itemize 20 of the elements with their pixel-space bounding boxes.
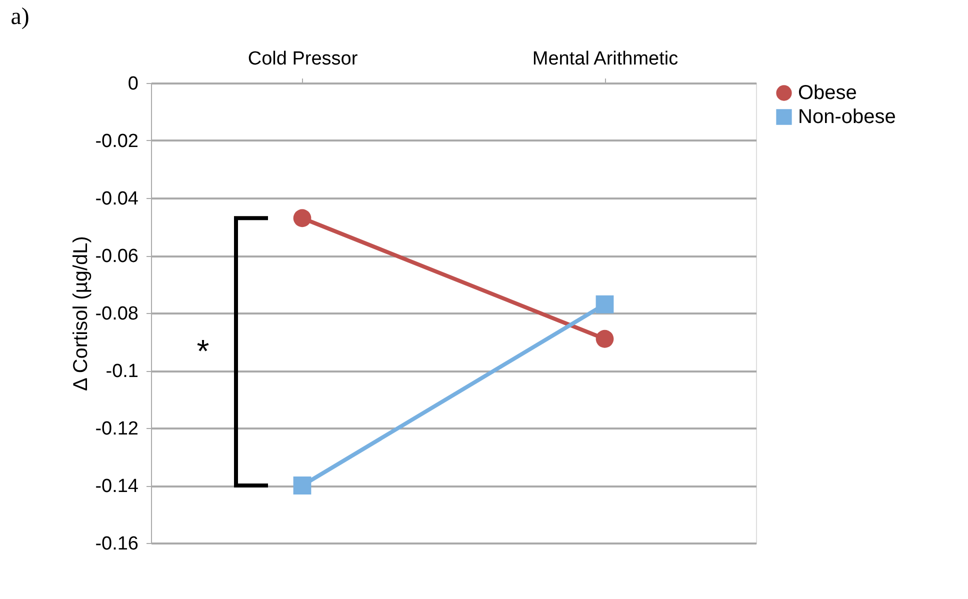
x-tick-label: Mental Arithmetic [532,48,678,70]
point [293,209,312,228]
y-tick-label: -0.02 [95,131,138,152]
point [596,295,614,314]
legend-label: Obese [798,82,857,104]
y-tick-label: -0.12 [95,418,138,440]
point [596,330,614,348]
chart-title: a) [10,4,30,30]
y-tick-label: -0.06 [95,246,138,267]
point [293,476,312,494]
y-tick-label: -0.08 [95,304,138,324]
y-tick-label: -0.16 [95,534,138,554]
x-tick-label: Cold Pressor [248,48,358,70]
y-tick-label: 0 [128,74,138,94]
annotation: * [196,332,210,369]
y-tick-label: -0.14 [95,476,139,497]
legend-label: Non-obese [798,106,896,128]
y-tick-label: -0.1 [106,361,138,382]
y-tick-label: -0.04 [95,188,139,210]
y-axis-title: Δ Cortisol (µg/dL) [70,236,92,391]
